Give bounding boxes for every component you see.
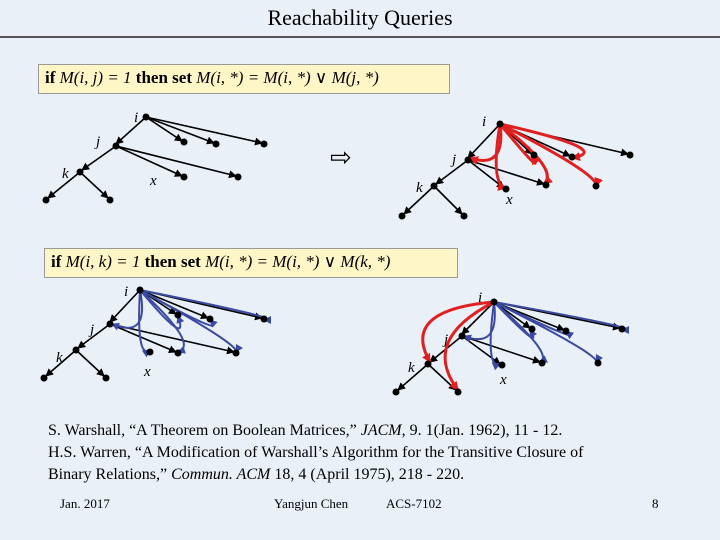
footer-author: Yangjun Chen [274,496,349,511]
ref1-journal: JACM [360,422,402,439]
transform-arrow-icon: ⇨ [330,143,352,173]
nodes-bottom-left [40,286,268,382]
label-x-2: x [505,192,513,208]
rule-box-1: if M(i, j) = 1 then set M(i, *) = M(i, *… [38,64,450,94]
label-i-2: i [482,114,486,130]
graph-top-left [47,116,263,199]
page-number: 8 [652,496,659,511]
label-j-3: j [88,322,94,338]
label-j-4: j [442,332,448,348]
nodes-bottom-right [392,298,626,396]
footer-course: ACS-7102 [386,496,442,511]
reference-warren-line2: Binary Relations,” Commun. ACM 18, 4 (Ap… [48,464,688,486]
nodes-top-left [42,113,268,204]
rule1-condition: M(i, j) = 1 [59,68,132,87]
nodes-top-right [398,120,634,220]
label-k-2: k [416,180,423,196]
title-bar: Reachability Queries [0,0,720,36]
label-j-2: j [450,152,456,168]
label-x-3: x [143,364,151,380]
rule1-assignment: M(i, *) = M(i, *) ∨ M(j, *) [196,68,379,87]
label-k-1: k [62,166,69,182]
rule2-prefix: if [51,252,66,271]
ref2-journal: Commun. ACM [171,466,271,483]
red-closure-edges-bottom-right [421,300,495,391]
blue-closure-edges-bottom-right [463,301,630,371]
rule2-assignment: M(i, *) = M(i, *) ∨ M(k, *) [205,252,391,271]
label-i-4: i [478,290,482,306]
reference-warren-line1: H.S. Warren, “A Modification of Warshall… [48,444,584,461]
ref2-details: 18, 4 (April 1975), 218 - 220. [270,466,465,483]
ref1-text: S. Warshall, “A Theorem on Boolean Matri… [48,422,361,439]
label-x-4: x [499,372,507,388]
reference-warshall: S. Warshall, “A Theorem on Boolean Matri… [48,420,688,442]
slide-title: Reachability Queries [267,5,453,30]
footer-date: Jan. 2017 [60,496,110,511]
label-i-1: i [134,110,138,126]
label-k-4: k [408,360,415,376]
rule2-mid: then set [140,252,206,271]
rule1-mid: then set [131,68,197,87]
label-x-1: x [149,173,157,189]
references: S. Warshall, “A Theorem on Boolean Matri… [48,420,688,486]
rule1-prefix: if [45,68,60,87]
ref2-text: Binary Relations,” [48,466,172,483]
rule2-condition: M(i, k) = 1 [65,252,141,271]
title-divider [0,36,720,38]
label-j-1: j [94,134,100,150]
rule-box-2: if M(i, k) = 1 then set M(i, *) = M(i, *… [44,248,458,278]
label-k-3: k [56,350,63,366]
graph-diagrams: i j k x ⇨ i j k x [40,110,634,396]
ref1-details: , 9. 1(Jan. 1962), 11 - 12. [401,422,563,439]
label-i-3: i [124,284,128,300]
